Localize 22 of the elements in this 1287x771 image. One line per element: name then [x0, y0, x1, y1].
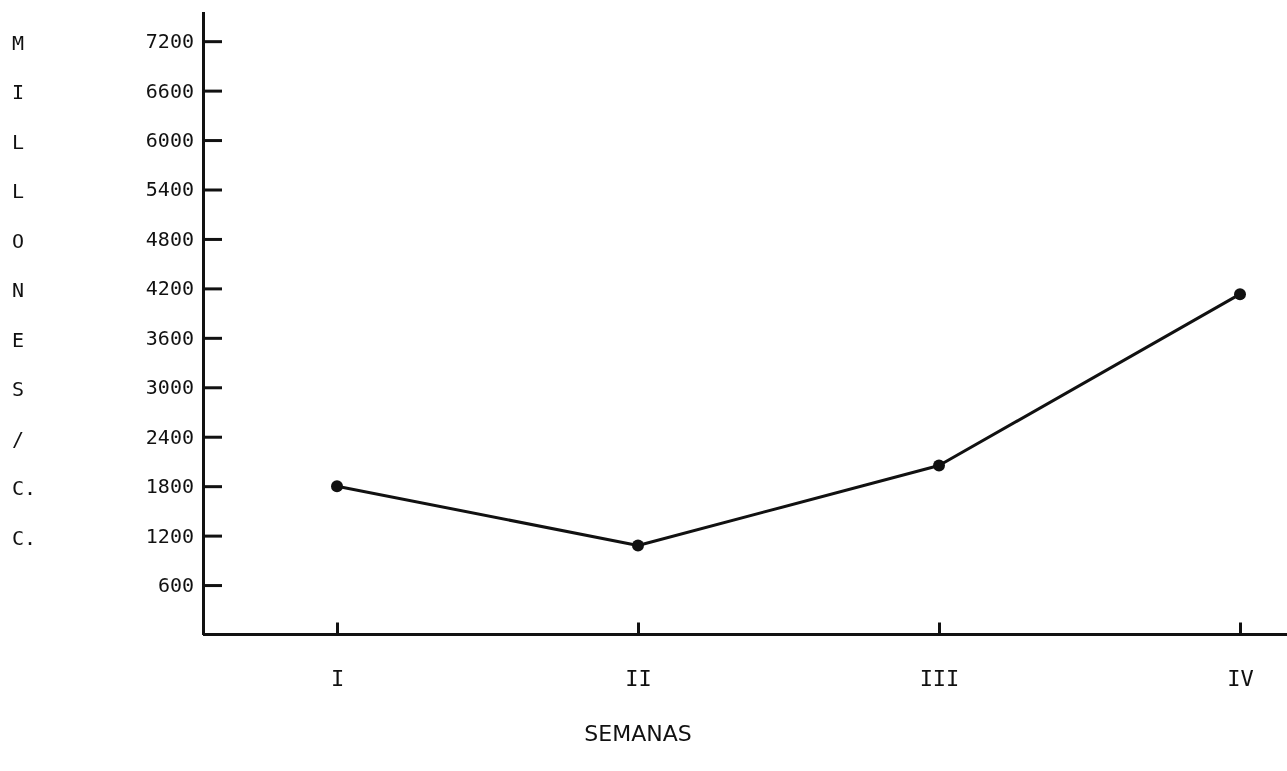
point — [331, 480, 343, 493]
y-tick-label: 4200 — [145, 276, 194, 301]
x-tick-label: III — [919, 666, 960, 692]
x-tick-label: IV — [1227, 666, 1254, 692]
x-tick-label: II — [625, 666, 652, 692]
y-tick-label: 5400 — [145, 177, 194, 202]
y-tick-label: 6000 — [145, 127, 194, 152]
y-tick-label: 7200 — [145, 29, 194, 54]
x-axis-title: SEMANAS — [584, 720, 692, 746]
y-tick-label: 2400 — [145, 424, 194, 449]
x-tick-label: I — [330, 666, 345, 692]
y-tick-label: 3600 — [145, 325, 194, 350]
y-tick-label: 6600 — [145, 78, 194, 103]
point — [1234, 288, 1246, 301]
y-tick-label: 600 — [157, 572, 194, 597]
y-tick-label: 1200 — [145, 523, 194, 548]
point — [933, 459, 945, 472]
y-tick-label: 4800 — [145, 226, 194, 251]
point — [632, 539, 644, 552]
text: MILLONES/C.C. — [12, 31, 37, 550]
y-tick-label: 3000 — [145, 375, 194, 400]
y-tick-label: 1800 — [145, 474, 194, 499]
